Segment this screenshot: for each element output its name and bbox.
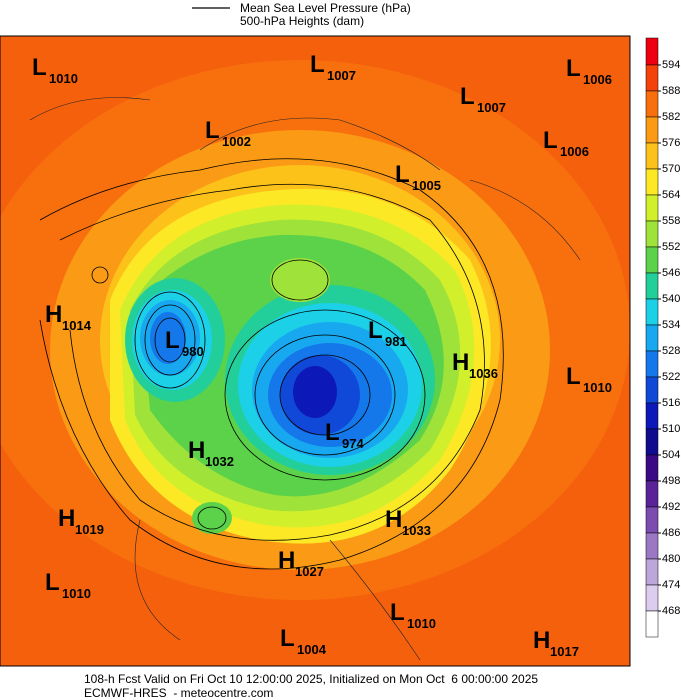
colorbar-segment bbox=[645, 64, 659, 92]
colorbar-label: 510 bbox=[662, 423, 680, 435]
pressure-center-value: 980 bbox=[182, 344, 204, 359]
colorbar-label: 480 bbox=[662, 553, 680, 565]
colorbar-label: 552 bbox=[662, 241, 680, 253]
colorbar-label: 594 bbox=[662, 59, 680, 71]
colorbar-label: 474 bbox=[662, 579, 680, 591]
pressure-center-value: 1036 bbox=[469, 366, 498, 381]
pressure-center-letter: L bbox=[32, 54, 47, 81]
pressure-center-value: 1002 bbox=[222, 134, 251, 149]
pressure-center-letter: H bbox=[188, 437, 205, 464]
colorbar-segment bbox=[645, 376, 659, 404]
pressure-center-value: 1014 bbox=[62, 318, 92, 333]
colorbar-label: 516 bbox=[662, 397, 680, 409]
pressure-center-value: 1010 bbox=[583, 380, 612, 395]
pressure-center-value: 1032 bbox=[205, 454, 234, 469]
colorbar-segment bbox=[645, 480, 659, 508]
pressure-center-value: 1010 bbox=[49, 71, 78, 86]
pressure-center-value: 1019 bbox=[75, 522, 104, 537]
colorbar-label: 576 bbox=[662, 137, 680, 149]
pressure-center-letter: H bbox=[278, 547, 295, 574]
colorbar-segment bbox=[645, 350, 659, 378]
colorbar-label: 504 bbox=[662, 449, 680, 461]
pressure-center-value: 1033 bbox=[402, 523, 431, 538]
pressure-center-value: 1006 bbox=[583, 72, 612, 87]
pressure-center-letter: H bbox=[58, 505, 75, 532]
colorbar-label: 546 bbox=[662, 267, 680, 279]
pressure-center-value: 1010 bbox=[62, 586, 91, 601]
colorbar-segment bbox=[645, 90, 659, 118]
colorbar-label: 564 bbox=[662, 189, 680, 201]
pressure-center-letter: L bbox=[395, 161, 410, 188]
colorbar-label: 492 bbox=[662, 501, 680, 513]
pressure-center-letter: H bbox=[45, 301, 62, 328]
colorbar-label: 558 bbox=[662, 215, 680, 227]
pressure-center-value: 1007 bbox=[477, 100, 506, 115]
pressure-center-letter: L bbox=[390, 599, 405, 626]
colorbar-label: 486 bbox=[662, 527, 680, 539]
colorbar-segment bbox=[645, 402, 659, 430]
colorbar: 594 588 582 576 570 564 558 552 546 540 534 528 522 5… bbox=[645, 37, 680, 638]
colorbar-segment bbox=[645, 324, 659, 352]
colorbar-segment bbox=[645, 116, 659, 144]
colorbar-label: 582 bbox=[662, 111, 680, 123]
pressure-center-letter: L bbox=[325, 419, 340, 446]
pressure-center-letter: H bbox=[533, 627, 550, 654]
pressure-center-letter: L bbox=[45, 569, 60, 596]
pressure-center-value: 1006 bbox=[560, 144, 589, 159]
colorbar-label: 540 bbox=[662, 293, 680, 305]
footer-line2: ECMWF-HRES - meteocentre.com bbox=[84, 686, 274, 700]
legend-line-label: Mean Sea Level Pressure (hPa) bbox=[240, 1, 411, 15]
colorbar-label: 588 bbox=[662, 85, 680, 97]
colorbar-segment bbox=[645, 298, 659, 326]
pressure-center-value: 1004 bbox=[297, 642, 327, 657]
pressure-center-value: 981 bbox=[385, 334, 407, 349]
colorbar-label: 534 bbox=[662, 319, 680, 331]
pressure-center-value: 1005 bbox=[412, 178, 441, 193]
colorbar-label: 570 bbox=[662, 163, 680, 175]
pressure-center-letter: H bbox=[385, 506, 402, 533]
colorbar-segment bbox=[645, 272, 659, 300]
pressure-center-value: 1027 bbox=[295, 564, 324, 579]
legend-fill-label: 500-hPa Heights (dam) bbox=[240, 14, 364, 28]
pressure-center-letter: L bbox=[205, 117, 220, 144]
pressure-center-letter: L bbox=[368, 317, 383, 344]
pressure-center-letter: L bbox=[543, 127, 558, 154]
pressure-center-value: 1017 bbox=[550, 644, 579, 659]
colorbar-segment bbox=[645, 506, 659, 534]
colorbar-segment bbox=[645, 220, 659, 248]
pressure-center-letter: L bbox=[566, 55, 581, 82]
pressure-center-letter: L bbox=[460, 83, 475, 110]
pressure-center-letter: L bbox=[310, 51, 325, 78]
colorbar-label: 498 bbox=[662, 475, 680, 487]
colorbar-label: 468 bbox=[662, 605, 680, 617]
pressure-center-value: 1007 bbox=[327, 68, 356, 83]
pressure-center-letter: H bbox=[452, 349, 469, 376]
colorbar-segment bbox=[645, 610, 659, 638]
colorbar-segment bbox=[645, 37, 659, 66]
pressure-center-value: 1010 bbox=[407, 616, 436, 631]
pressure-center-letter: L bbox=[566, 363, 581, 390]
pressure-center-letter: L bbox=[280, 625, 295, 652]
colorbar-segment bbox=[645, 584, 659, 612]
pressure-center-letter: L bbox=[165, 327, 180, 354]
colorbar-label: 528 bbox=[662, 345, 680, 357]
pressure-center-value: 974 bbox=[342, 436, 364, 451]
colorbar-segment bbox=[645, 428, 659, 456]
colorbar-label: 522 bbox=[662, 371, 680, 383]
colorbar-segment bbox=[645, 454, 659, 482]
colorbar-segment bbox=[645, 558, 659, 586]
colorbar-segment bbox=[645, 532, 659, 560]
colorbar-segment bbox=[645, 194, 659, 222]
colorbar-segment bbox=[645, 142, 659, 170]
footer-line1: 108-h Fcst Valid on Fri Oct 10 12:00:00 … bbox=[84, 672, 539, 686]
map-field bbox=[0, 35, 631, 667]
colorbar-segment bbox=[645, 168, 659, 196]
colorbar-segment bbox=[645, 246, 659, 274]
